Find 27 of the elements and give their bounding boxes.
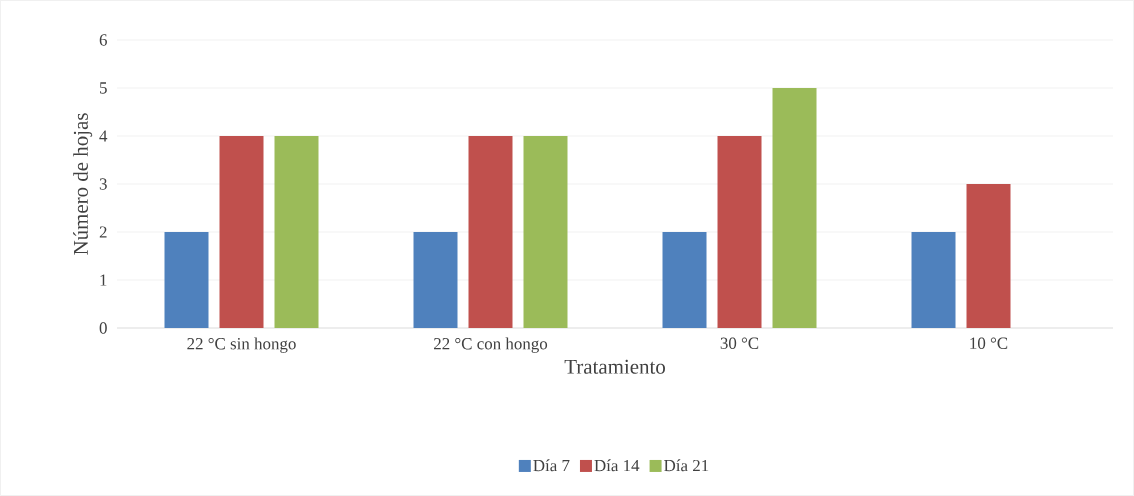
y-tick-label: 0 bbox=[99, 322, 107, 334]
bar bbox=[274, 136, 319, 328]
x-tick-label: 30 °C bbox=[720, 337, 759, 349]
x-axis-title: Tratamiento bbox=[564, 359, 665, 374]
bar bbox=[413, 232, 458, 328]
y-tick-label: 4 bbox=[99, 130, 108, 142]
x-tick-label: 22 °C con hongo bbox=[434, 337, 548, 353]
bar bbox=[966, 184, 1011, 328]
bar bbox=[911, 232, 956, 328]
legend-label: Día 7 bbox=[533, 459, 570, 472]
legend-label: Día 21 bbox=[664, 459, 709, 472]
y-axis-title: Número de hojas bbox=[73, 113, 93, 255]
bar bbox=[468, 136, 513, 328]
bar bbox=[164, 232, 209, 328]
bar bbox=[523, 136, 568, 328]
x-tick-label: 22 °C sin hongo bbox=[187, 337, 296, 353]
y-tick-label: 6 bbox=[99, 34, 107, 46]
bar bbox=[717, 136, 762, 328]
x-tick-label: 10 °C bbox=[970, 337, 1008, 349]
y-tick-label: 2 bbox=[99, 226, 107, 238]
bar bbox=[662, 232, 707, 328]
bar bbox=[219, 136, 264, 328]
y-tick-label: 3 bbox=[99, 178, 107, 190]
y-tick-label: 5 bbox=[100, 82, 107, 94]
bar bbox=[772, 88, 817, 328]
legend-label: Día 14 bbox=[594, 459, 640, 472]
y-tick-label: 1 bbox=[100, 274, 107, 286]
